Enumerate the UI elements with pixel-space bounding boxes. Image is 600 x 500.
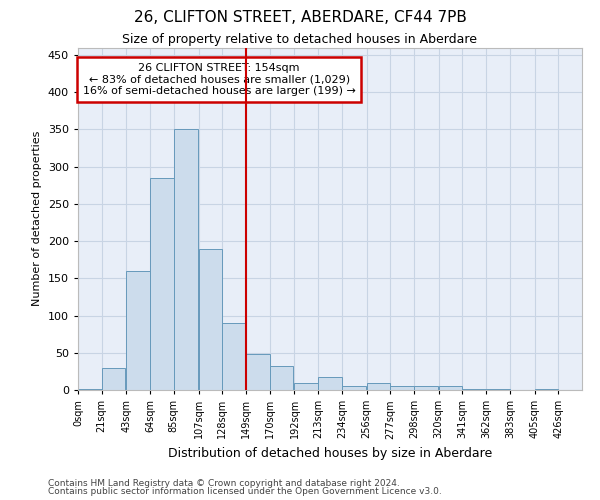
X-axis label: Distribution of detached houses by size in Aberdare: Distribution of detached houses by size … [168, 447, 492, 460]
Bar [150, 178, 174, 390]
Bar [535, 388, 559, 390]
Y-axis label: Number of detached properties: Number of detached properties [32, 131, 42, 306]
Bar [78, 388, 101, 390]
Bar [223, 323, 246, 390]
Text: Contains public sector information licensed under the Open Government Licence v3: Contains public sector information licen… [48, 487, 442, 496]
Bar [269, 366, 293, 390]
Bar [342, 386, 365, 390]
Bar [439, 386, 463, 390]
Bar [463, 388, 486, 390]
Bar [127, 271, 150, 390]
Bar [199, 248, 223, 390]
Bar [101, 368, 125, 390]
Bar [318, 376, 342, 390]
Bar [367, 382, 391, 390]
Bar [414, 386, 437, 390]
Text: 26 CLIFTON STREET: 154sqm
← 83% of detached houses are smaller (1,029)
16% of se: 26 CLIFTON STREET: 154sqm ← 83% of detac… [83, 63, 356, 96]
Bar [295, 382, 318, 390]
Text: Contains HM Land Registry data © Crown copyright and database right 2024.: Contains HM Land Registry data © Crown c… [48, 478, 400, 488]
Bar [174, 130, 197, 390]
Bar [486, 388, 510, 390]
Text: 26, CLIFTON STREET, ABERDARE, CF44 7PB: 26, CLIFTON STREET, ABERDARE, CF44 7PB [134, 10, 466, 25]
Bar [246, 354, 269, 390]
Bar [391, 386, 414, 390]
Text: Size of property relative to detached houses in Aberdare: Size of property relative to detached ho… [122, 32, 478, 46]
